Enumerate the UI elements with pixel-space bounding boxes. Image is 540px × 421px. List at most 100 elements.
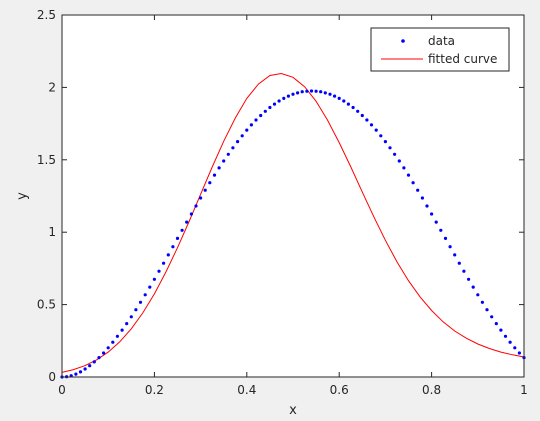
x-tick-label: 0.6 (330, 383, 349, 397)
data-point (272, 102, 277, 106)
data-point (425, 204, 429, 208)
data-point (148, 285, 152, 289)
data-point (74, 372, 78, 376)
data-point (152, 277, 156, 281)
data-point (162, 261, 166, 265)
data-point (231, 146, 235, 150)
y-tick-label: 0 (48, 370, 56, 384)
data-point (157, 269, 161, 273)
data-point (393, 152, 397, 156)
data-point (208, 181, 212, 185)
data-point (365, 118, 369, 122)
data-point (346, 102, 350, 106)
data-point (467, 277, 471, 281)
data-point (406, 173, 411, 177)
data-point (508, 340, 512, 344)
data-point (342, 99, 346, 103)
data-point (517, 351, 522, 355)
data-point (189, 212, 193, 216)
y-tick-label: 2 (48, 80, 56, 94)
data-point (374, 128, 378, 132)
data-point (411, 181, 415, 185)
data-point (319, 90, 323, 94)
data-point (78, 370, 83, 374)
data-point (106, 346, 110, 350)
legend-box (370, 27, 510, 72)
x-tick-label: 1 (520, 383, 528, 397)
data-point (453, 253, 457, 257)
data-point (323, 91, 327, 95)
data-point (185, 220, 189, 224)
data-point (236, 140, 240, 144)
data-point (254, 118, 258, 122)
x-tick-label: 0.2 (145, 383, 164, 397)
data-point (226, 152, 230, 156)
data-point (203, 188, 207, 192)
y-tick-label: 1 (48, 225, 56, 239)
data-point (420, 196, 424, 200)
axes-box (61, 14, 525, 378)
legend-marker-data (401, 39, 405, 43)
data-point (120, 328, 124, 332)
data-point (166, 253, 170, 257)
y-axis-label: y (15, 192, 30, 200)
data-point (134, 308, 138, 312)
y-axis-ticks: 0 0.5 1 1.5 2 2.5 (37, 8, 524, 384)
data-point (222, 159, 226, 163)
data-point (314, 89, 318, 93)
data-point (448, 245, 452, 249)
data-point (476, 293, 480, 297)
plot-area (62, 15, 524, 377)
legend: data fitted curve (370, 27, 510, 72)
data-point (138, 300, 143, 304)
data-point (430, 212, 434, 216)
data-point (328, 92, 332, 96)
data-point (356, 109, 360, 113)
data-points-layer (60, 89, 526, 379)
data-point (462, 269, 466, 273)
data-point (402, 166, 406, 170)
data-point (439, 228, 443, 232)
data-point (194, 204, 198, 208)
data-point (388, 146, 392, 150)
data-point (88, 364, 92, 368)
data-point (102, 351, 106, 355)
fitted-curve-line (61, 72, 525, 373)
data-point (490, 315, 494, 319)
x-tick-label: 0 (58, 383, 66, 397)
y-tick-label: 0.5 (37, 298, 56, 312)
data-point (291, 92, 295, 96)
data-point (503, 334, 508, 338)
data-point (199, 196, 203, 200)
data-point (286, 94, 290, 98)
data-point (249, 123, 253, 127)
data-point (268, 105, 272, 110)
data-point (129, 315, 133, 319)
data-point (115, 334, 119, 338)
data-point (499, 328, 503, 332)
data-point (471, 285, 475, 289)
data-point (305, 89, 309, 93)
legend-label-data: data (428, 34, 455, 48)
y-tick-label: 1.5 (37, 153, 56, 167)
data-point (92, 360, 96, 364)
data-point (369, 123, 374, 127)
data-point (434, 220, 438, 224)
data-point (263, 109, 267, 113)
fitted-curve-layer (61, 72, 525, 373)
data-point (383, 140, 387, 144)
data-point (494, 322, 498, 326)
x-tick-label: 0.8 (422, 383, 441, 397)
data-point (443, 236, 448, 240)
y-tick-label: 2.5 (37, 8, 56, 22)
data-point (296, 91, 300, 95)
data-point (97, 356, 101, 360)
data-point (379, 134, 383, 138)
data-point (125, 322, 129, 326)
data-point (175, 236, 180, 240)
x-tick-label: 0.4 (237, 383, 256, 397)
data-point (416, 188, 420, 192)
data-point (83, 367, 87, 371)
data-point (337, 96, 341, 100)
data-point (171, 245, 175, 249)
